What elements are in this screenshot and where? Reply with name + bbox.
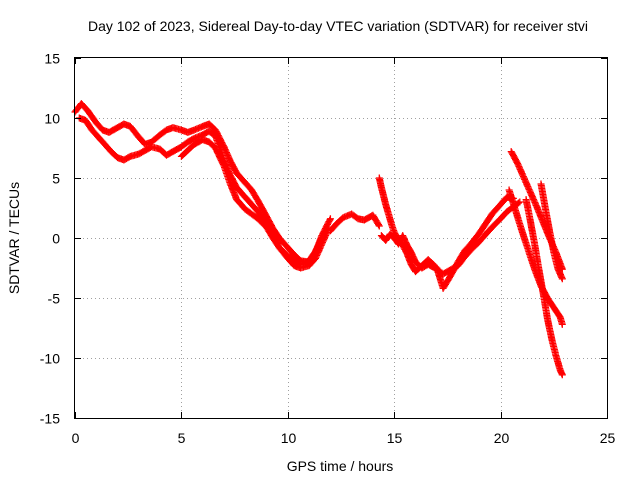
plot-frame	[74, 57, 608, 419]
y-tick-label: -10	[40, 351, 60, 367]
series-1	[71, 100, 334, 266]
x-tick-label: 10	[281, 430, 297, 446]
x-tick-label: 15	[387, 430, 403, 446]
series-4	[326, 210, 383, 235]
y-tick-label: -15	[40, 411, 60, 427]
data-point	[375, 221, 382, 229]
series-10	[537, 180, 566, 283]
data-point	[516, 198, 524, 206]
x-tick-label: 20	[494, 430, 510, 446]
data-point	[558, 320, 566, 328]
data-point	[558, 371, 566, 379]
data-point	[326, 215, 334, 223]
data-point	[558, 275, 566, 283]
data-point	[318, 234, 326, 242]
y-tick-label: 10	[44, 111, 60, 127]
axis-ticks: 0 5 10 15 20 25 -15 -10 -5 0 5 10 15	[40, 51, 616, 447]
y-tick-label: -5	[48, 291, 61, 307]
y-tick-label: 15	[44, 51, 60, 67]
y-axis-title: SDTVAR / TECUs	[6, 182, 22, 294]
series-3	[177, 136, 326, 268]
data-points	[71, 100, 566, 379]
y-tick-label: 0	[52, 231, 60, 247]
series-9	[522, 196, 566, 379]
x-axis-title: GPS time / hours	[287, 458, 394, 474]
data-point	[326, 216, 334, 224]
x-tick-label: 0	[72, 430, 80, 446]
data-point	[375, 222, 383, 230]
y-tick-label: 5	[52, 171, 60, 187]
x-tick-label: 5	[178, 430, 186, 446]
x-tick-label: 25	[600, 430, 616, 446]
chart-title: Day 102 of 2023, Sidereal Day-to-day VTE…	[88, 18, 588, 34]
